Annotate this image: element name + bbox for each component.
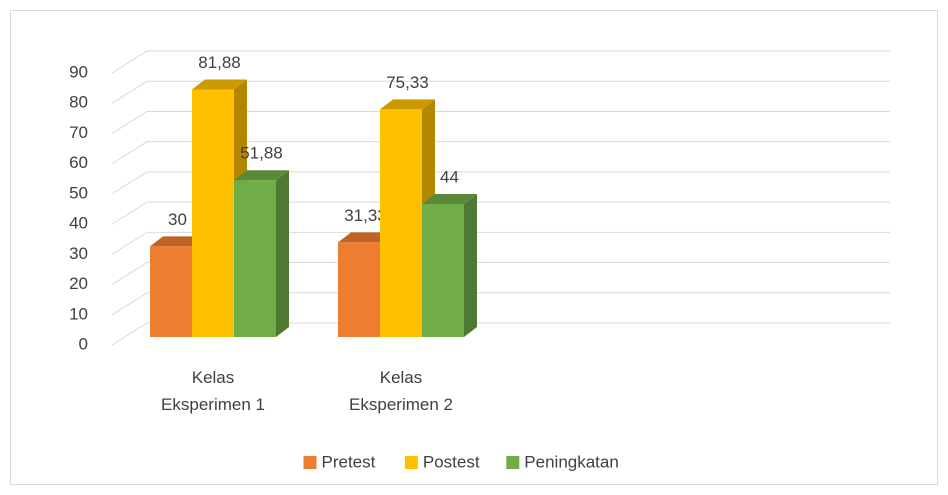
bar-top	[422, 194, 477, 205]
data-label: 75,33	[386, 73, 429, 92]
grid-line	[111, 292, 890, 316]
grid-line	[111, 141, 890, 165]
legend-label: Pretest	[322, 452, 376, 471]
grid-line	[111, 231, 890, 255]
data-label: 51,88	[240, 144, 283, 163]
grid-line	[111, 80, 890, 104]
grid-line	[111, 201, 890, 225]
y-tick-label: 60	[69, 153, 88, 172]
x-tick-label: Kelas Eksperimen 1	[161, 368, 265, 414]
y-tick-label: 40	[69, 214, 88, 233]
y-tick-label: 10	[69, 304, 88, 323]
y-tick-label: 30	[69, 244, 88, 263]
y-tick-label: 80	[69, 93, 88, 112]
y-tick-label: 90	[69, 62, 88, 81]
y-tick-label: 50	[69, 183, 88, 202]
bar-top	[150, 236, 205, 247]
bar	[338, 242, 380, 337]
grid-line	[111, 171, 890, 195]
data-label: 44	[440, 168, 459, 187]
legend-label: Peningkatan	[524, 452, 619, 471]
x-tick-label: Kelas Eksperimen 2	[349, 368, 453, 414]
bar-side	[276, 170, 289, 337]
bar-top	[338, 232, 393, 243]
bar	[234, 180, 276, 337]
grid-line	[111, 110, 890, 134]
legend-label: Postest	[423, 452, 480, 471]
data-label: 30	[168, 210, 187, 229]
legend-swatch	[303, 456, 317, 469]
y-tick-label: 70	[69, 123, 88, 142]
legend-swatch	[404, 456, 418, 469]
bar	[150, 246, 192, 337]
bar-top	[234, 170, 289, 181]
grid-line	[111, 322, 890, 346]
data-label: 81,88	[198, 53, 241, 72]
grid-line	[111, 50, 890, 74]
data-label: 31,33	[344, 206, 387, 225]
legend-swatch	[506, 456, 520, 469]
y-tick-label: 20	[69, 274, 88, 293]
bar-top	[192, 79, 247, 90]
bar-top	[380, 99, 435, 110]
bar	[192, 89, 234, 338]
bar-side	[464, 194, 477, 337]
grid-line	[111, 262, 890, 285]
bar	[380, 109, 422, 337]
y-tick-label: 0	[79, 334, 88, 353]
bar	[422, 204, 464, 337]
